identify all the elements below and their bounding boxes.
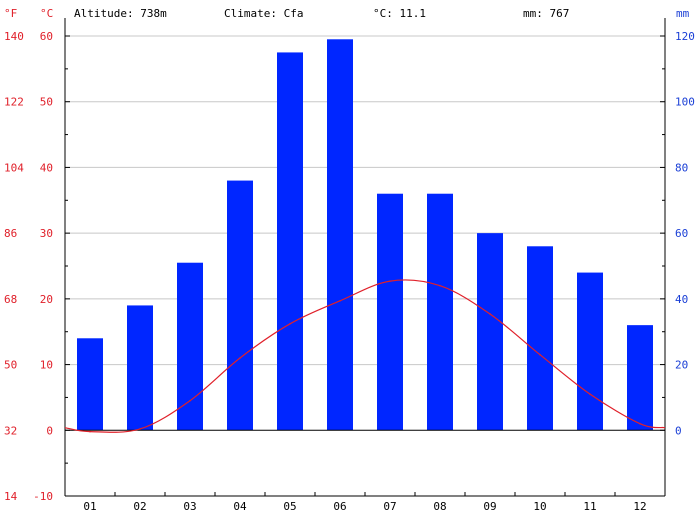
month-tick-label: 09 bbox=[483, 500, 496, 513]
axes bbox=[64, 18, 666, 497]
precipitation-bar bbox=[627, 325, 653, 431]
temperature-point bbox=[389, 280, 391, 282]
temperature-point bbox=[589, 393, 591, 395]
celsius-tick-label: 40 bbox=[40, 161, 53, 174]
tick-labels: -101403210502068308640104501226014002040… bbox=[4, 30, 695, 513]
fahrenheit-tick-label: 50 bbox=[4, 359, 17, 372]
precipitation-bars bbox=[77, 39, 653, 431]
month-tick-label: 03 bbox=[183, 500, 196, 513]
gridlines bbox=[65, 35, 665, 366]
month-tick-label: 06 bbox=[333, 500, 346, 513]
temperature-point bbox=[239, 357, 241, 359]
fahrenheit-tick-label: 32 bbox=[4, 424, 17, 437]
month-tick-label: 04 bbox=[233, 500, 247, 513]
precipitation-bar bbox=[527, 246, 553, 431]
temperature-point bbox=[489, 313, 491, 315]
precipitation-bar bbox=[377, 193, 403, 431]
mm-tick-label: 0 bbox=[675, 424, 682, 437]
fahrenheit-unit-label: °F bbox=[4, 7, 17, 20]
precipitation-bar bbox=[327, 39, 353, 431]
month-tick-label: 10 bbox=[533, 500, 546, 513]
celsius-tick-label: 0 bbox=[46, 424, 53, 437]
mm-tick-label: 100 bbox=[675, 96, 695, 109]
precipitation-bar bbox=[577, 272, 603, 431]
month-tick-label: 12 bbox=[633, 500, 646, 513]
header-temp-mean: °C: 11.1 bbox=[373, 7, 426, 20]
temperature-line bbox=[64, 279, 666, 433]
header-precip-total: mm: 767 bbox=[523, 7, 569, 20]
fahrenheit-tick-label: 14 bbox=[4, 490, 18, 503]
precipitation-bar bbox=[77, 338, 103, 431]
celsius-tick-label: 20 bbox=[40, 293, 53, 306]
temperature-point bbox=[339, 300, 341, 302]
celsius-tick-label: 50 bbox=[40, 96, 53, 109]
temperature-point bbox=[639, 422, 641, 425]
month-tick-label: 01 bbox=[83, 500, 96, 513]
mm-unit-label: mm bbox=[676, 7, 690, 20]
month-tick-label: 07 bbox=[383, 500, 396, 513]
temperature-line-group bbox=[64, 279, 666, 433]
precipitation-bar bbox=[477, 233, 503, 431]
mm-tick-label: 40 bbox=[675, 293, 688, 306]
mm-tick-label: 120 bbox=[675, 30, 695, 43]
precipitation-bar bbox=[427, 193, 453, 431]
temperature-point bbox=[289, 323, 291, 325]
celsius-tick-label: 10 bbox=[40, 359, 53, 372]
precipitation-bar bbox=[277, 52, 303, 431]
fahrenheit-tick-label: 68 bbox=[4, 293, 17, 306]
fahrenheit-tick-label: 140 bbox=[4, 30, 24, 43]
celsius-tick-label: -10 bbox=[33, 490, 53, 503]
mm-tick-label: 80 bbox=[675, 161, 688, 174]
celsius-unit-label: °C bbox=[40, 7, 53, 20]
precipitation-bar bbox=[127, 305, 153, 431]
month-tick-label: 08 bbox=[433, 500, 446, 513]
mm-tick-label: 20 bbox=[675, 359, 688, 372]
mm-tick-label: 60 bbox=[675, 227, 688, 240]
month-tick-label: 11 bbox=[583, 500, 596, 513]
temperature-point bbox=[139, 428, 141, 430]
fahrenheit-tick-label: 104 bbox=[4, 161, 24, 174]
month-tick-label: 05 bbox=[283, 500, 296, 513]
temperature-point bbox=[539, 353, 541, 356]
temperature-point bbox=[189, 399, 191, 402]
celsius-tick-label: 60 bbox=[40, 30, 53, 43]
precipitation-bar bbox=[177, 262, 203, 431]
fahrenheit-tick-label: 86 bbox=[4, 227, 17, 240]
header-altitude: Altitude: 738m bbox=[74, 7, 167, 20]
precipitation-bar bbox=[227, 180, 253, 431]
month-tick-label: 02 bbox=[133, 500, 146, 513]
temperature-point bbox=[439, 284, 441, 287]
fahrenheit-tick-label: 122 bbox=[4, 96, 24, 109]
temperature-point bbox=[89, 430, 91, 433]
celsius-tick-label: 30 bbox=[40, 227, 53, 240]
header-climate: Climate: Cfa bbox=[224, 7, 303, 20]
